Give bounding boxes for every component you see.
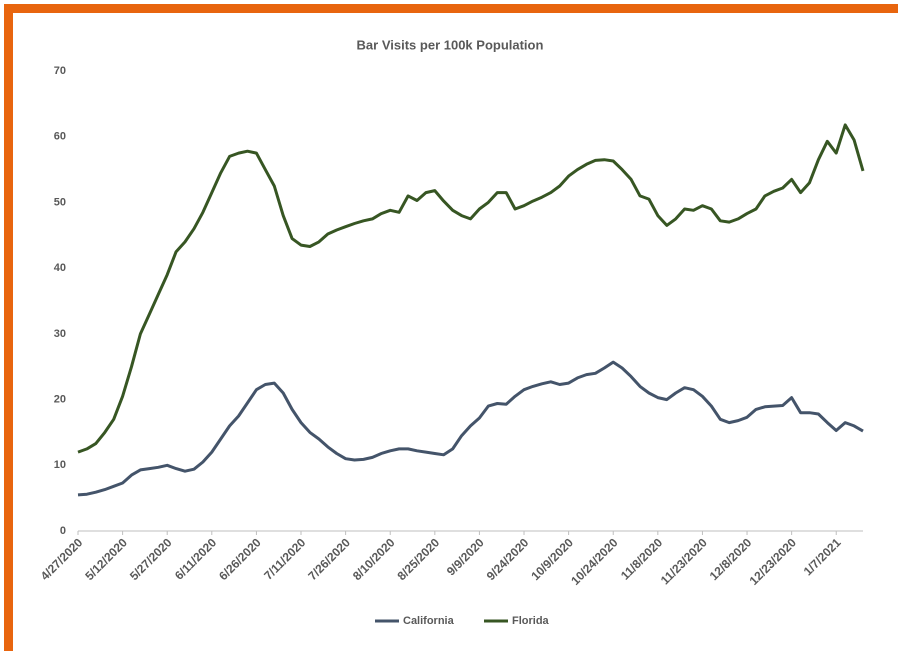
series-line: [77, 123, 865, 454]
x-tick-label: 7/26/2020: [305, 535, 353, 583]
y-tick-label: 50: [54, 196, 66, 208]
x-tick-label: 6/26/2020: [216, 535, 264, 583]
y-tick-label: 20: [54, 393, 66, 405]
y-tick-label: 70: [54, 65, 66, 77]
left-border: [4, 4, 13, 651]
y-tick-label: 30: [54, 328, 66, 340]
y-tick-label: 10: [54, 459, 66, 471]
legend-label: California: [403, 615, 455, 627]
x-tick-label: 8/25/2020: [395, 535, 443, 583]
x-tick-label: 10/24/2020: [568, 535, 621, 588]
x-tick-label: 5/12/2020: [82, 535, 130, 583]
x-tick-label: 9/24/2020: [484, 535, 532, 583]
x-tick-label: 5/27/2020: [127, 535, 175, 583]
x-tick-label: 1/7/2021: [801, 535, 844, 578]
y-tick-label: 60: [54, 131, 66, 143]
legend-label: Florida: [512, 615, 550, 627]
x-tick-label: 9/9/2020: [444, 535, 487, 578]
series-line: [77, 360, 864, 497]
x-tick-label: 7/11/2020: [261, 535, 308, 582]
y-tick-label: 0: [60, 525, 66, 537]
x-tick-label: 4/27/2020: [38, 535, 86, 583]
top-border: [8, 4, 898, 13]
chart-title: Bar Visits per 100k Population: [357, 37, 544, 52]
x-tick-label: 11/23/2020: [658, 535, 710, 587]
x-tick-label: 6/11/2020: [172, 535, 219, 582]
x-tick-label: 11/8/2020: [618, 535, 665, 582]
x-tick-label: 8/10/2020: [350, 535, 398, 583]
x-tick-label: 12/23/2020: [747, 535, 800, 588]
y-tick-label: 40: [54, 262, 66, 274]
